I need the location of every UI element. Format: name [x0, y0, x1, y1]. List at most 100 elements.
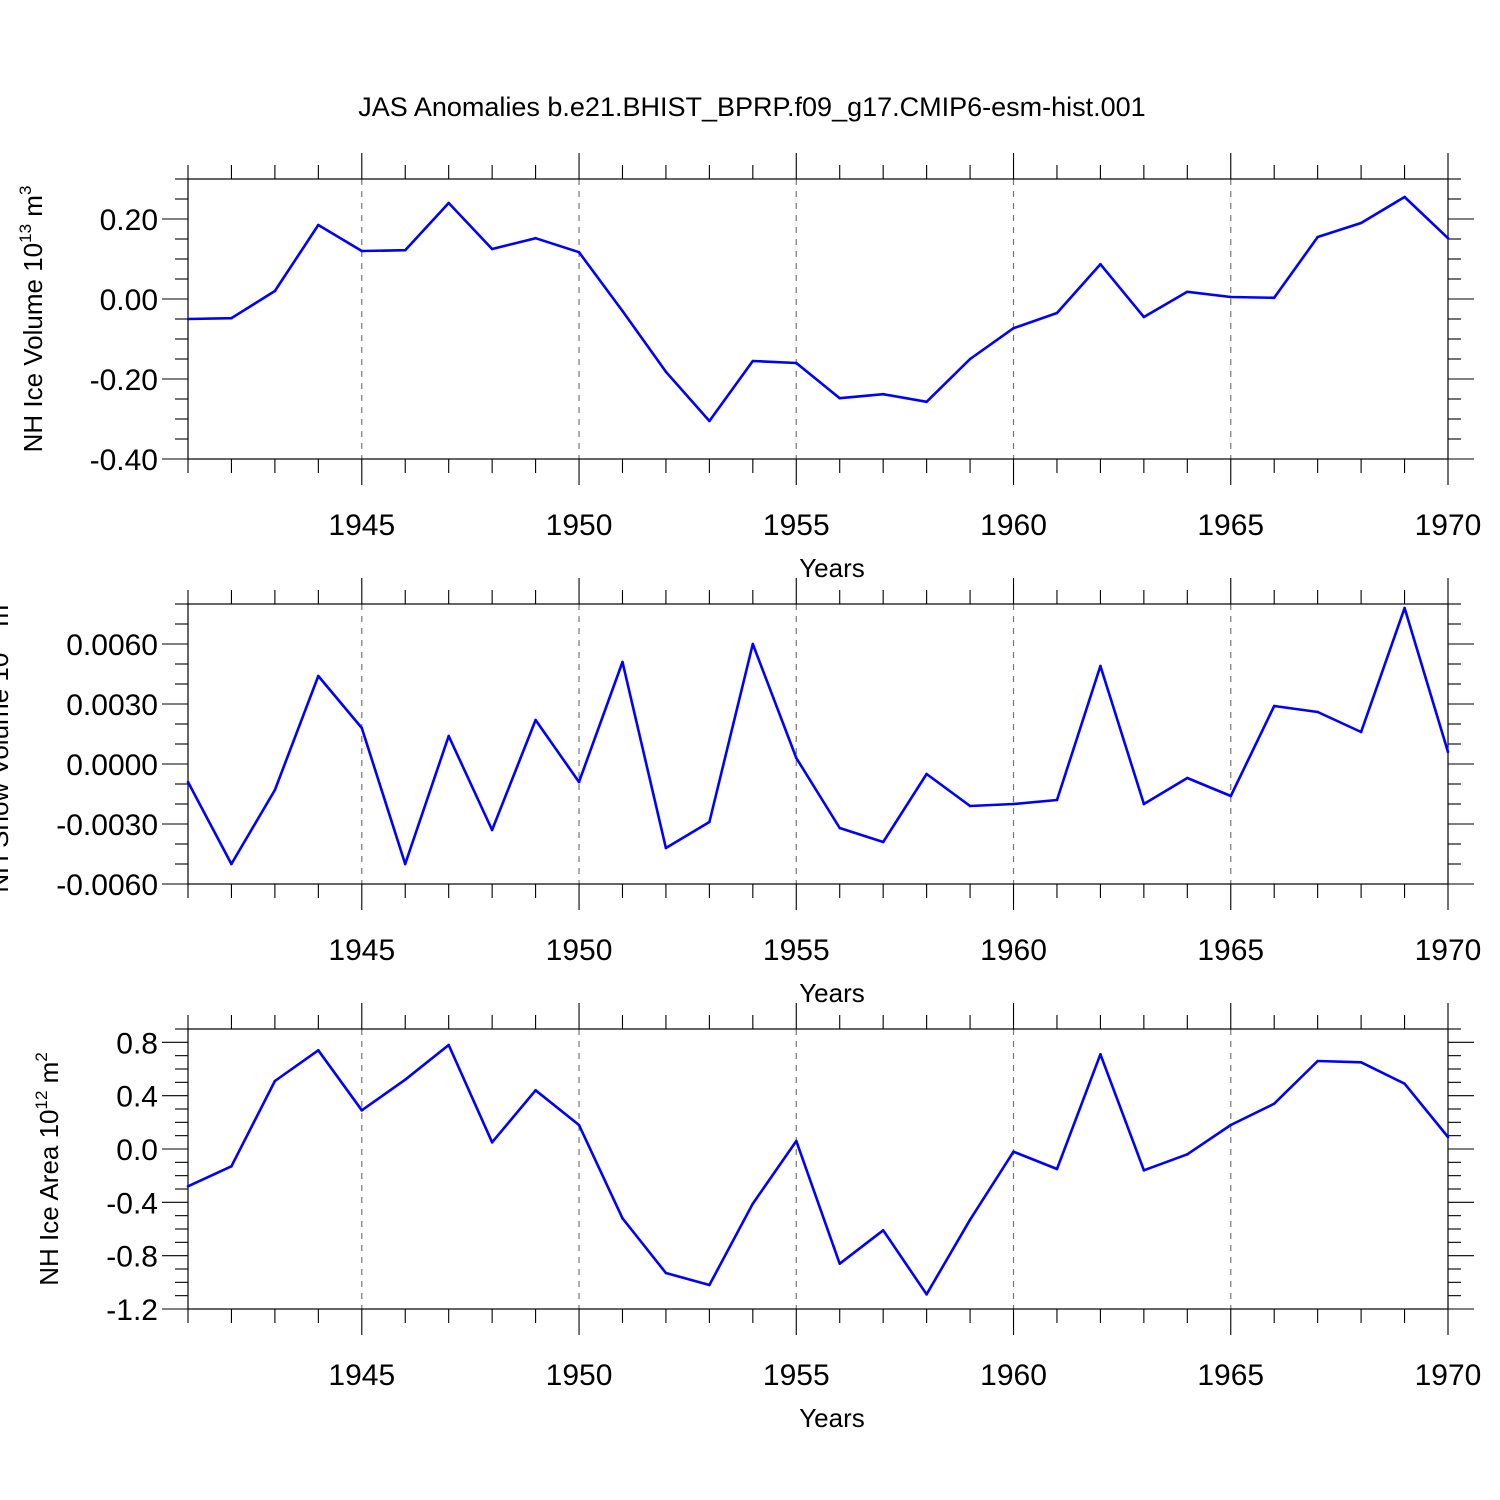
data-point [794, 1139, 798, 1143]
data-point [621, 309, 624, 313]
y-tick-label: 0.00 [100, 284, 158, 317]
data-point [881, 840, 885, 844]
data-point [317, 1049, 320, 1052]
x-tick-label: 1955 [763, 509, 830, 542]
data-point [968, 804, 972, 808]
x-tick-label: 1960 [980, 1359, 1047, 1392]
data-point [968, 357, 972, 361]
x-tick-label: 1945 [328, 1359, 395, 1392]
x-tick-label: 1950 [546, 1359, 613, 1392]
series-line [186, 606, 1450, 866]
y-axis-label-unit-exponent: 3 [16, 186, 35, 195]
data-point [1272, 704, 1276, 708]
data-point [708, 1283, 711, 1287]
y-axis-label: NH Snow Volume 1013 m3 [0, 595, 14, 892]
data-point [186, 780, 190, 784]
data-point [360, 249, 364, 253]
data-point [534, 1089, 537, 1092]
data-point [1142, 1169, 1146, 1172]
data-point [1142, 802, 1146, 806]
y-axis-label-unit: m [34, 1062, 64, 1091]
x-tick-label: 1950 [546, 934, 613, 967]
data-point [273, 788, 277, 792]
data-point [621, 660, 624, 664]
x-tick-label: 1945 [328, 934, 395, 967]
data-point [664, 370, 668, 374]
x-tick-label: 1970 [1415, 1359, 1482, 1392]
data-point [1446, 750, 1450, 754]
data-point [664, 1271, 668, 1275]
data-point [577, 780, 581, 784]
data-point [230, 1165, 233, 1168]
y-axis-label-unit: m [18, 195, 48, 224]
data-point [751, 359, 755, 363]
data-point [317, 674, 320, 678]
data-point [230, 316, 233, 320]
data-point [1186, 1153, 1189, 1156]
data-point [403, 862, 407, 866]
panel-1: 1945 1950 1955 1960 1965 1970 -0.40 -0.20 0.00 0.… [16, 153, 1481, 583]
data-point [838, 1262, 842, 1265]
data-point [1316, 235, 1319, 239]
data-point [794, 361, 798, 365]
y-tick-label: 0.8 [116, 1027, 158, 1060]
data-point [621, 1217, 624, 1220]
data-point [1186, 290, 1189, 294]
y-axis-label: NH Ice Area 1012 m2 [32, 1052, 64, 1286]
y-tick-label: -0.20 [90, 364, 158, 397]
data-point [273, 289, 277, 293]
x-axis-label: Years [799, 1403, 865, 1433]
y-tick-label: -1.2 [106, 1294, 158, 1327]
panel-2: 1945 1950 1955 1960 1965 1970 -0.0060 -0.0030 0.… [0, 578, 1481, 1008]
data-point [1316, 710, 1319, 714]
data-point [186, 317, 190, 321]
y-axis-label-exponent: 12 [32, 1091, 51, 1110]
data-point [1272, 296, 1276, 300]
data-point [534, 718, 537, 722]
y-tick-label: 0.20 [100, 204, 158, 237]
data-point [968, 1218, 972, 1221]
y-tick-label: 0.0 [116, 1134, 158, 1167]
data-point [186, 1185, 190, 1188]
data-point [838, 826, 842, 830]
y-tick-label: -0.4 [106, 1187, 158, 1220]
data-point [838, 396, 842, 400]
x-tick-label: 1960 [980, 934, 1047, 967]
data-point [1186, 776, 1189, 780]
data-point [1316, 1059, 1319, 1063]
data-point [534, 236, 537, 240]
data-point [1142, 315, 1146, 319]
x-tick-label: 1955 [763, 934, 830, 967]
data-point [1099, 1053, 1102, 1056]
y-tick-label: 0.4 [116, 1081, 158, 1114]
data-point [1359, 730, 1363, 734]
x-tick-label: 1945 [328, 509, 395, 542]
data-point [881, 392, 885, 396]
y-axis-label-main: NH Snow Volume 10 [0, 653, 14, 893]
x-tick-label: 1960 [980, 509, 1047, 542]
x-tick-label: 1950 [546, 509, 613, 542]
data-point [1272, 1102, 1276, 1105]
panels: 1945 1950 1955 1960 1965 1970 -0.40 -0.20 0.00 0.… [0, 153, 1481, 1433]
data-point [1403, 606, 1406, 610]
data-point [1055, 311, 1059, 315]
data-point [403, 1078, 407, 1081]
y-tick-label: 0.0060 [66, 629, 158, 662]
x-tick-label: 1970 [1415, 509, 1482, 542]
y-tick-label: -0.0060 [56, 869, 158, 902]
data-point [1229, 1123, 1233, 1127]
y-tick-label: -0.8 [106, 1241, 158, 1274]
data-point [360, 1109, 364, 1112]
data-point [1359, 221, 1363, 225]
data-point [490, 828, 494, 832]
data-point [447, 201, 450, 205]
data-point [1099, 664, 1102, 668]
data-point [360, 726, 364, 730]
data-point [1012, 1150, 1015, 1153]
data-point [1055, 798, 1059, 802]
data-point [751, 1202, 755, 1205]
data-point [1012, 326, 1015, 330]
y-axis-label-main: NH Ice Volume 10 [18, 243, 48, 453]
plot-frame [187, 1028, 1449, 1310]
y-axis-label-unit-exponent: 2 [32, 1052, 51, 1061]
